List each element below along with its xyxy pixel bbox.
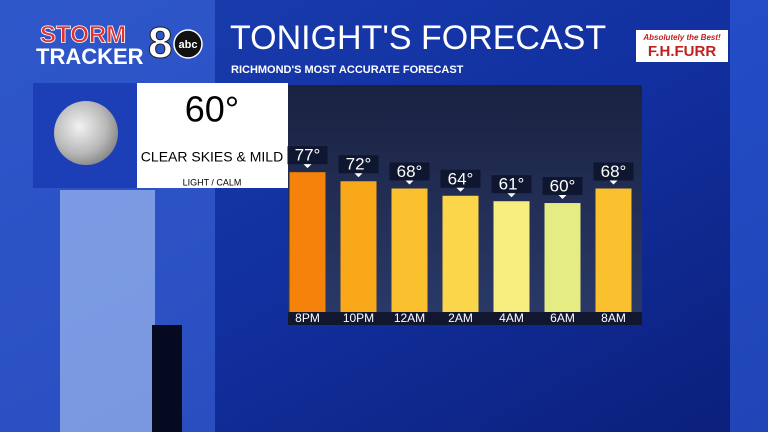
logo-number: 8 — [148, 19, 172, 68]
bar — [340, 181, 377, 312]
pointer — [354, 173, 363, 178]
pointer — [405, 180, 414, 185]
conditions-panel — [137, 83, 288, 188]
light-panel — [60, 190, 155, 432]
right-strip — [730, 0, 768, 432]
moon-icon — [54, 101, 118, 165]
current-condition: CLEAR SKIES & MILD — [141, 149, 283, 165]
x-tick-label: 2AM — [448, 311, 473, 325]
bar — [493, 201, 530, 312]
network: abc — [179, 39, 198, 51]
bar — [442, 195, 479, 312]
sponsor: Absolutely the Best! F.H.FURR — [636, 30, 728, 62]
logo-line1: STORM — [40, 21, 126, 48]
x-tick-label: 10PM — [343, 311, 374, 325]
sponsor-name: F.H.FURR — [648, 43, 716, 60]
chart-title: TONIGHT'S FORECAST — [230, 19, 606, 57]
network-badge — [173, 29, 203, 59]
value-label: 60° — [550, 177, 576, 196]
value-label: 61° — [499, 175, 525, 194]
value-label-box — [593, 162, 634, 181]
bar — [391, 188, 428, 312]
current-wind: LIGHT / CALM — [183, 177, 242, 187]
pointer — [507, 193, 516, 198]
logo: STORM TRACKER 8 abc — [36, 18, 203, 69]
value-label-box — [440, 169, 481, 188]
bar — [595, 188, 632, 312]
x-tick-label: 8AM — [601, 311, 626, 325]
value-label: 64° — [448, 169, 474, 188]
sponsor-box — [636, 30, 728, 62]
value-label: 68° — [601, 162, 627, 181]
current-conditions: 60° CLEAR SKIES & MILD LIGHT / CALM — [33, 83, 288, 188]
bar — [544, 203, 581, 312]
value-label-box — [542, 177, 583, 196]
value-label: 72° — [346, 155, 372, 174]
x-tick-label: 6AM — [550, 311, 575, 325]
shadow-block — [152, 325, 182, 432]
value-label: 77° — [295, 146, 321, 165]
bar — [289, 172, 326, 312]
sponsor-tagline: Absolutely the Best! — [642, 33, 721, 42]
value-label-box — [491, 175, 532, 194]
value-label-box — [389, 162, 430, 181]
pointer — [558, 195, 567, 200]
pointer — [609, 180, 618, 185]
value-label-box — [287, 146, 328, 165]
x-tick-label: 12AM — [394, 311, 425, 325]
pointer — [303, 164, 312, 169]
label-strip — [288, 312, 642, 325]
pointer — [456, 187, 465, 192]
x-tick-label: 8PM — [295, 311, 320, 325]
current-temperature: 60° — [185, 89, 239, 130]
value-label: 68° — [397, 162, 423, 181]
logo-line2: TRACKER — [36, 44, 144, 69]
chart-subtitle: RICHMOND'S MOST ACCURATE FORECAST — [231, 64, 464, 76]
value-label-box — [338, 155, 379, 174]
x-tick-label: 4AM — [499, 311, 524, 325]
